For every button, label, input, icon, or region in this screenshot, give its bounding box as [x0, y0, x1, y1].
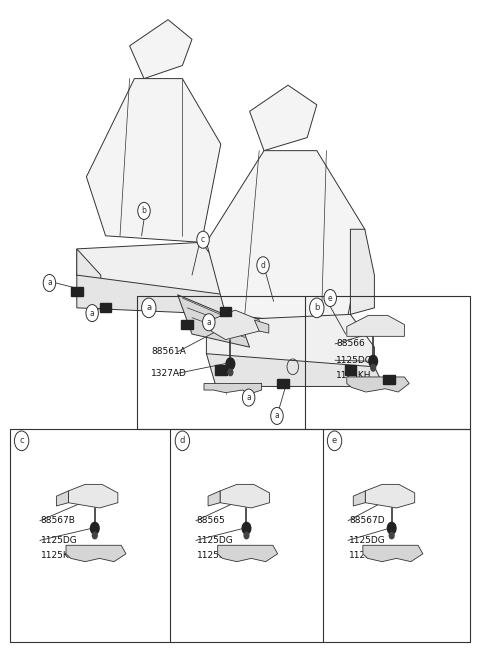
Bar [383, 375, 395, 384]
Text: a: a [47, 278, 52, 288]
Text: a: a [146, 303, 151, 312]
Polygon shape [211, 310, 259, 339]
Polygon shape [254, 320, 269, 333]
Circle shape [389, 532, 394, 538]
Polygon shape [363, 545, 423, 562]
Circle shape [86, 305, 98, 322]
Text: c: c [19, 436, 24, 445]
Polygon shape [57, 491, 69, 506]
Bar [71, 287, 83, 296]
Text: 1125KH: 1125KH [336, 371, 372, 380]
Bar [215, 365, 227, 375]
Circle shape [324, 290, 336, 307]
Polygon shape [86, 79, 221, 242]
Polygon shape [77, 242, 226, 295]
Polygon shape [208, 491, 220, 506]
Polygon shape [130, 20, 192, 79]
Circle shape [244, 532, 249, 538]
Circle shape [371, 365, 375, 371]
Circle shape [138, 202, 150, 219]
Text: 88561A: 88561A [151, 347, 186, 356]
Text: 88565: 88565 [197, 516, 226, 525]
Circle shape [271, 407, 283, 424]
Polygon shape [66, 545, 126, 562]
Text: e: e [328, 293, 333, 303]
Circle shape [43, 274, 56, 291]
Bar [345, 365, 356, 375]
Text: 88567B: 88567B [41, 516, 76, 525]
Polygon shape [77, 249, 101, 295]
Polygon shape [77, 275, 226, 314]
Text: d: d [261, 261, 265, 270]
Circle shape [142, 298, 156, 318]
Polygon shape [365, 485, 415, 508]
Bar [181, 320, 193, 329]
Polygon shape [347, 316, 404, 337]
Polygon shape [220, 485, 270, 508]
Polygon shape [204, 384, 262, 394]
Circle shape [91, 523, 99, 534]
Text: a: a [246, 393, 251, 402]
Text: e: e [332, 436, 337, 445]
Bar [277, 379, 289, 388]
Bar [100, 303, 111, 312]
Circle shape [327, 431, 342, 451]
Text: c: c [201, 235, 205, 244]
Text: 1327AD: 1327AD [151, 369, 187, 378]
Polygon shape [178, 295, 250, 347]
Circle shape [242, 523, 251, 534]
Circle shape [203, 314, 215, 331]
Text: 88567D: 88567D [349, 516, 384, 525]
Polygon shape [353, 491, 365, 506]
Text: 1125KH: 1125KH [41, 551, 76, 560]
Polygon shape [206, 354, 384, 386]
Text: 88566: 88566 [336, 339, 365, 348]
Circle shape [197, 231, 209, 248]
Text: 1125DG: 1125DG [41, 536, 78, 545]
Circle shape [175, 431, 190, 451]
Circle shape [369, 355, 377, 367]
Text: 1125KH: 1125KH [197, 551, 232, 560]
Text: a: a [206, 318, 211, 327]
Text: b: b [314, 303, 320, 312]
Text: 1125DG: 1125DG [197, 536, 234, 545]
Text: a: a [90, 309, 95, 318]
Polygon shape [347, 377, 409, 392]
Text: 1125DG: 1125DG [336, 356, 373, 365]
Circle shape [310, 298, 324, 318]
Text: 1125DG: 1125DG [349, 536, 386, 545]
Polygon shape [206, 151, 365, 328]
Circle shape [257, 257, 269, 274]
Circle shape [387, 523, 396, 534]
Text: b: b [142, 206, 146, 215]
Polygon shape [250, 85, 317, 151]
Text: d: d [180, 436, 185, 445]
Circle shape [228, 369, 233, 375]
Circle shape [242, 389, 255, 406]
Polygon shape [69, 485, 118, 508]
Circle shape [14, 431, 29, 451]
Text: a: a [275, 411, 279, 421]
Text: 1125KH: 1125KH [349, 551, 384, 560]
Polygon shape [350, 229, 374, 314]
Circle shape [226, 358, 235, 369]
Polygon shape [206, 314, 374, 373]
Circle shape [92, 532, 97, 538]
Polygon shape [218, 545, 277, 562]
Bar [220, 307, 231, 316]
